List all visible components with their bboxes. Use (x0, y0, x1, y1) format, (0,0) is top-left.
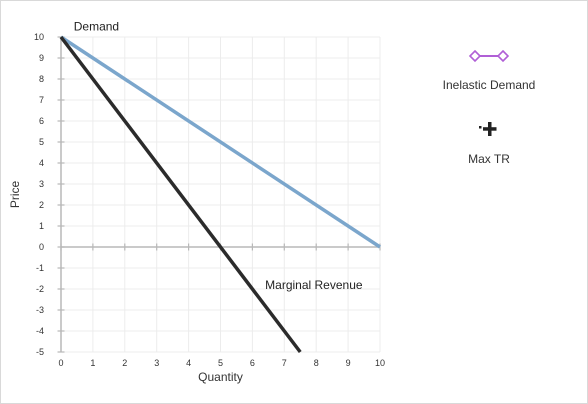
y-tick-label: 0 (39, 242, 44, 252)
legend-label: Max TR (468, 152, 510, 166)
series (59, 35, 381, 354)
x-tick-label: 2 (122, 358, 127, 368)
y-tick-label: 9 (39, 53, 44, 63)
x-tick-label: 8 (314, 358, 319, 368)
y-tick-label: -4 (36, 326, 44, 336)
plus-dot-icon (479, 122, 497, 136)
y-axis-title: Price (8, 181, 22, 209)
y-tick-label: -3 (36, 305, 44, 315)
y-tick-label: 8 (39, 74, 44, 84)
legend-inelastic-demand[interactable]: Inelastic Demand (429, 48, 549, 92)
diamond-line-icon (468, 49, 510, 63)
series-line-marginal-revenue[interactable] (59, 35, 302, 354)
annotations: Demand Marginal Revenue (74, 20, 363, 292)
x-tick-label: 6 (250, 358, 255, 368)
y-tick-label: 4 (39, 158, 44, 168)
axes (57, 36, 381, 353)
x-tick-label: 9 (346, 358, 351, 368)
curve-label: Demand (74, 20, 119, 34)
curve-label: Marginal Revenue (265, 278, 363, 292)
legend-label: Inelastic Demand (442, 78, 536, 92)
legend-max-tr[interactable]: Max TR (429, 120, 549, 166)
y-tick-label: -1 (36, 263, 44, 273)
y-tick-label: 10 (34, 32, 44, 42)
x-tick-label: 4 (186, 358, 191, 368)
x-tick-label: 10 (375, 358, 385, 368)
tick-labels: 0 1 2 3 4 5 6 7 8 9 10 -5 -4 -3 -2 -1 0 1 2 3 4 5 6 7 8 9 10 (34, 32, 385, 368)
y-tick-label: -5 (36, 347, 44, 357)
x-tick-label: 1 (90, 358, 95, 368)
y-tick-label: 7 (39, 95, 44, 105)
y-tick-label: -2 (36, 284, 44, 294)
y-tick-label: 5 (39, 137, 44, 147)
x-tick-label: 5 (218, 358, 223, 368)
y-tick-label: 3 (39, 179, 44, 189)
x-axis-title: Quantity (198, 370, 243, 384)
y-tick-label: 2 (39, 200, 44, 210)
y-tick-label: 1 (39, 221, 44, 231)
series-line-demand[interactable] (60, 35, 381, 249)
grid (60, 36, 381, 353)
x-tick-label: 7 (282, 358, 287, 368)
x-tick-label: 0 (58, 358, 63, 368)
y-tick-label: 6 (39, 116, 44, 126)
x-tick-label: 3 (154, 358, 159, 368)
